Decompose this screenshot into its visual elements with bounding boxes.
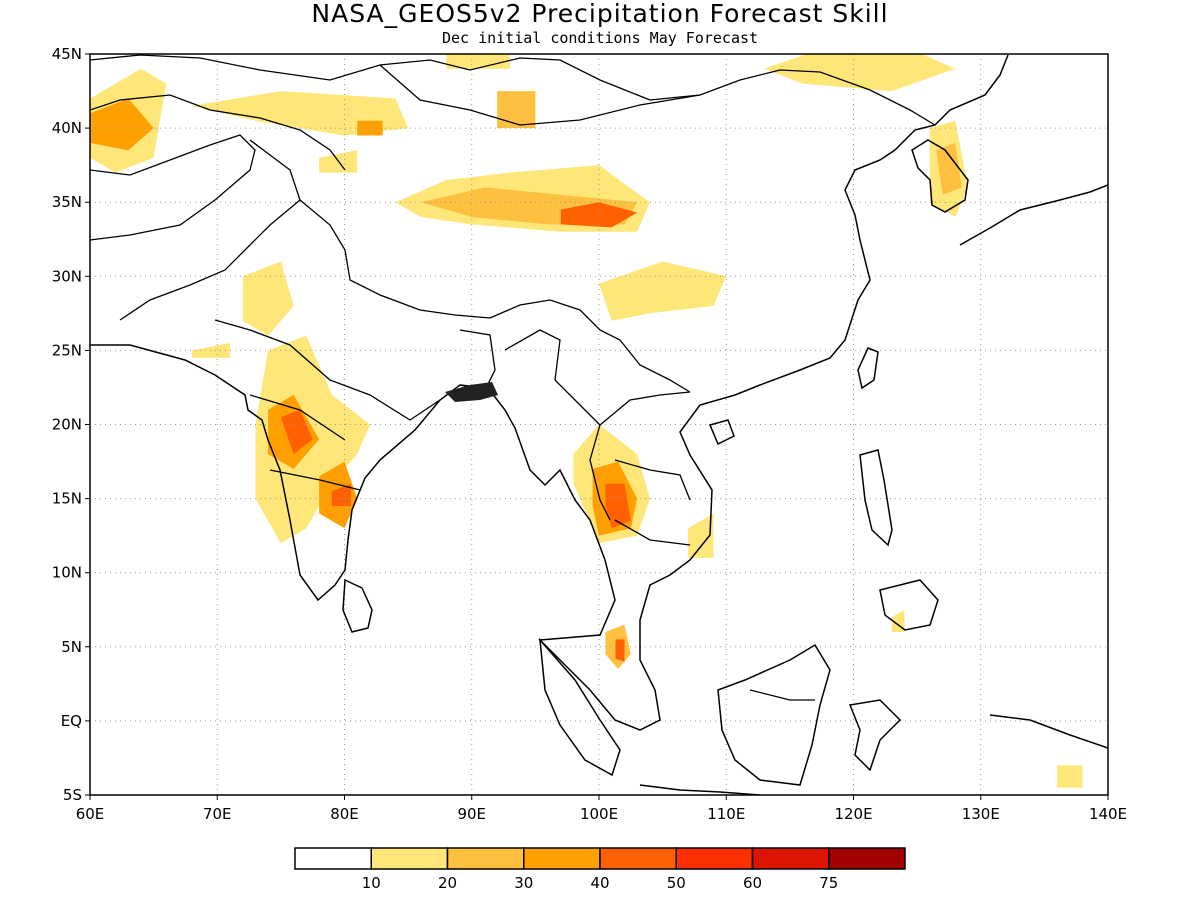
border-myanmar (504, 329, 611, 521)
skill-blob-northwest-core (90, 98, 154, 151)
coastline-borneo (717, 643, 831, 786)
border-india-pakistan (119, 139, 301, 321)
coastline-luzon (859, 449, 893, 547)
skill-blob-tarim-core (357, 120, 383, 136)
colorbar-swatch (523, 847, 601, 870)
border-afghanistan (90, 134, 256, 241)
skill-blob-north-2 (497, 91, 536, 129)
x-tick-label: 100E (580, 805, 618, 823)
x-tick-label: 60E (76, 805, 105, 823)
x-tick-label: 120E (834, 805, 872, 823)
y-tick-label: 5S (63, 786, 82, 804)
border-india-states (214, 319, 441, 491)
coastline-south-asia (90, 54, 1009, 731)
coastline-java (639, 784, 761, 795)
x-tick-label: 110E (707, 805, 745, 823)
x-tick-label: 130E (962, 805, 1000, 823)
coastline-taiwan (857, 347, 879, 390)
colorbar-swatch (294, 847, 372, 870)
x-tick-label: 80E (330, 805, 359, 823)
skill-blob-eastern-ghats-core (331, 483, 351, 506)
coastline-sri-lanka (342, 578, 373, 633)
colorbar-label: 10 (362, 874, 381, 892)
chart-title: NASA_GEOS5v2 Precipitation Forecast Skil… (311, 0, 889, 28)
skill-blob-korea-core (936, 142, 962, 195)
colorbar-label: 75 (819, 874, 838, 892)
colorbar-swatch (675, 847, 754, 870)
skill-blob-vietnam (688, 513, 714, 558)
coastline-hainan (708, 419, 735, 446)
border-central-asia (90, 94, 346, 171)
colorbar-label: 30 (514, 874, 533, 892)
colorbar-swatch (751, 847, 830, 870)
y-tick-label: 5N (61, 638, 82, 656)
x-tick-label: 90E (457, 805, 486, 823)
border-bangladesh (459, 329, 496, 391)
coastline-korea (911, 139, 969, 213)
colorbar-label: 20 (438, 874, 457, 892)
border-himalaya (299, 199, 691, 393)
y-tick-label: 45N (52, 45, 82, 63)
y-tick-label: 25N (52, 341, 82, 359)
colorbar-swatch (828, 847, 906, 870)
chart-subtitle: Dec initial conditions May Forecast (441, 29, 759, 47)
skill-fill-layer (90, 54, 1083, 788)
skill-blob-central-asia (191, 91, 409, 136)
coastline-sumatra (539, 637, 621, 777)
y-tick-label: 30N (52, 267, 82, 285)
colorbar-swatch (599, 847, 677, 870)
x-tick-label: 140E (1089, 805, 1127, 823)
ganges-delta (445, 382, 498, 402)
skill-blob-malay-core (615, 639, 625, 662)
coastline-layer (90, 54, 1108, 795)
colorbar-label: 50 (667, 874, 686, 892)
x-tick-label: 70E (203, 805, 232, 823)
colorbar-label: 60 (743, 874, 762, 892)
skill-blob-northeast (764, 54, 956, 92)
y-tick-label: 15N (52, 490, 82, 508)
coastline-japan (959, 184, 1108, 246)
coastline-mindanao (879, 579, 939, 631)
coastline-sulawesi (848, 699, 902, 772)
colorbar-label: 40 (590, 874, 609, 892)
border-mongolia (379, 64, 701, 126)
y-tick-label: 35N (52, 193, 82, 211)
border-indochina (599, 391, 691, 546)
skill-blob-india-core (280, 409, 313, 455)
y-axis-ticks: 45N 40N 35N 30N 25N 20N 15N 10N 5N EQ 5S (52, 45, 90, 804)
skill-blob-sichuan (599, 261, 727, 321)
y-tick-label: 40N (52, 119, 82, 137)
skill-blob-punjab (242, 261, 294, 336)
skill-blob-north-1 (446, 54, 510, 69)
y-tick-label: EQ (61, 712, 82, 730)
border-china-north (90, 54, 936, 126)
y-tick-label: 10N (52, 564, 82, 582)
x-axis-ticks: 60E 70E 80E 90E 100E 110E 120E 130E 140E (76, 795, 1127, 823)
colorbar-swatch (370, 847, 449, 870)
coastline-new-guinea (989, 714, 1108, 749)
colorbar-swatch (446, 847, 525, 870)
y-tick-label: 20N (52, 416, 82, 434)
border-malaysia (749, 689, 815, 701)
skill-blob-thailand-core (605, 483, 631, 529)
colorbar: 10 20 30 40 50 60 75 (294, 847, 906, 892)
skill-blob-new-guinea (1057, 765, 1083, 788)
border-layer (90, 54, 936, 701)
